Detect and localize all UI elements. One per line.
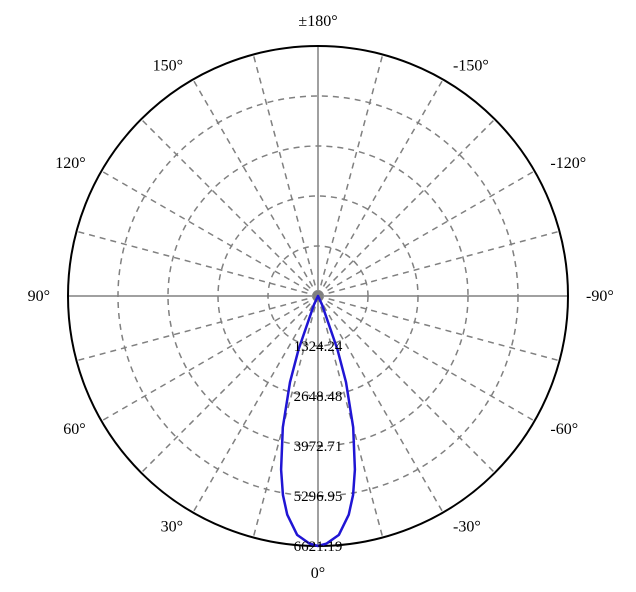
angle-label: -30° (453, 518, 481, 535)
radial-label: 5296.95 (294, 489, 343, 505)
radial-label: 1324.24 (294, 339, 343, 355)
angle-label: 0° (311, 565, 325, 582)
angle-label: 60° (63, 421, 85, 438)
polar-chart: 1324.24 2648.48 3972.71 5296.95 6621.19 ±180°… (0, 0, 636, 592)
angle-label: -150° (453, 58, 489, 75)
radial-label: 3972.71 (294, 439, 343, 455)
angle-label: -120° (550, 155, 586, 172)
angle-label: 120° (55, 155, 85, 172)
radial-label: 6621.19 (294, 539, 343, 555)
angle-label: -60° (550, 421, 578, 438)
angle-label: 90° (28, 288, 50, 305)
angle-label: 150° (153, 58, 183, 75)
angle-label: ±180° (298, 13, 337, 30)
angle-label: -90° (586, 288, 614, 305)
radial-label: 2648.48 (294, 389, 343, 405)
angle-label: 30° (161, 518, 183, 535)
polar-svg: 1324.24 2648.48 3972.71 5296.95 6621.19 ±180°… (0, 0, 636, 592)
